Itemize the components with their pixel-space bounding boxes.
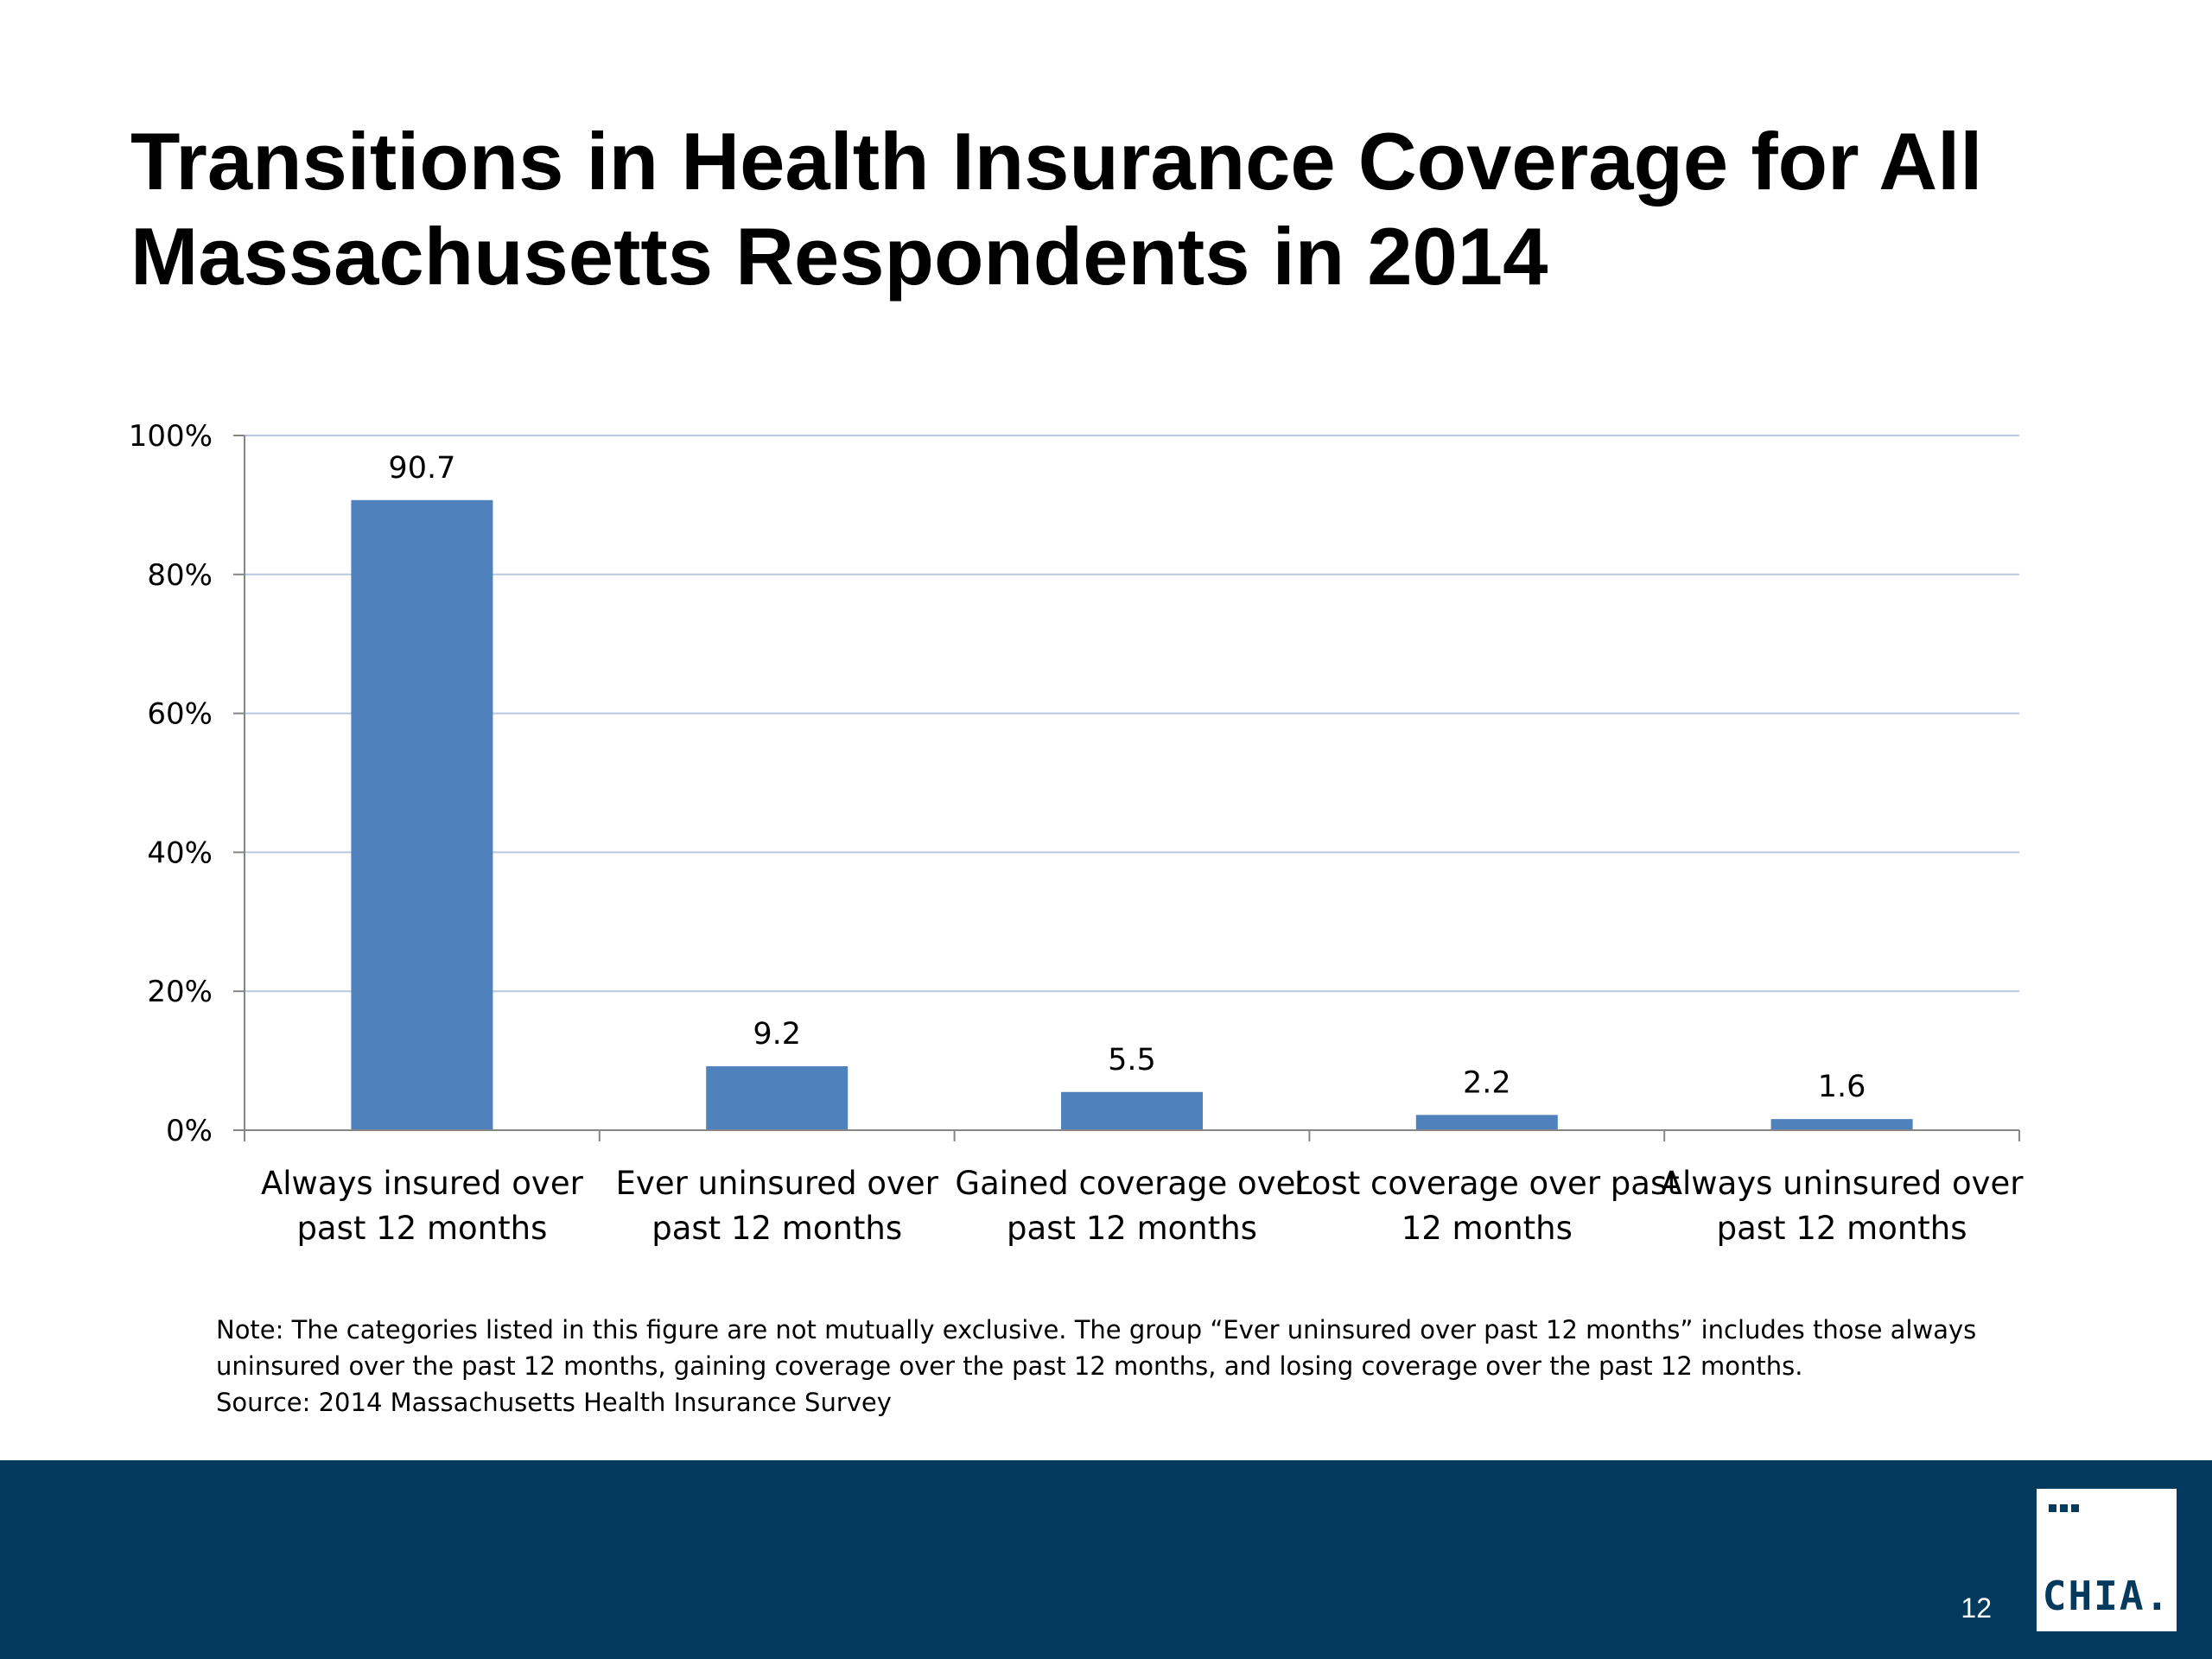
chia-logo: CHIA. — [2037, 1489, 2177, 1631]
data-label: 5.5 — [1108, 1043, 1156, 1077]
logo-dots-icon — [2049, 1501, 2083, 1512]
logo-text: CHIA. — [2042, 1573, 2171, 1619]
bars — [351, 499, 1913, 1130]
page-number: 12 — [1961, 1592, 1992, 1624]
bar — [1415, 1115, 1558, 1130]
source-line: Source: 2014 Massachusetts Health Insura… — [216, 1388, 892, 1417]
x-category-label: past 12 months — [1717, 1210, 1967, 1247]
slide-title-line-1: Transitions in Health Insurance Coverage… — [130, 116, 1983, 207]
data-label: 9.2 — [753, 1017, 801, 1052]
x-category-label: Ever uninsured over — [616, 1165, 939, 1202]
data-label: 1.6 — [1818, 1070, 1866, 1104]
slide-title-line-2: Massachusetts Respondents in 2014 — [130, 211, 1548, 302]
chart-labels: 0% 20% 40% 60% 80% 100% 90.7 Always insured ove… — [129, 419, 2024, 1247]
x-category-label: past 12 months — [296, 1210, 547, 1247]
x-category-label: Always uninsured over — [1661, 1165, 2024, 1202]
note-line-2: uninsured over the past 12 months, gaini… — [216, 1351, 1803, 1381]
y-tick-label: 0% — [166, 1114, 213, 1148]
x-category-label: past 12 months — [1007, 1210, 1257, 1247]
bar — [1061, 1091, 1203, 1130]
bar — [1770, 1119, 1913, 1130]
y-tick-label: 20% — [147, 975, 213, 1009]
x-category-label: Lost coverage over past — [1294, 1165, 1680, 1202]
y-tick-label: 60% — [147, 697, 213, 732]
x-category-label: past 12 months — [652, 1210, 902, 1247]
bar-chart: 0% 20% 40% 60% 80% 100% 90.7 Always insured ove… — [129, 419, 2024, 1247]
data-label: 2.2 — [1463, 1065, 1511, 1100]
note-line-1: Note: The categories listed in this figu… — [216, 1315, 1977, 1344]
data-label: 90.7 — [388, 451, 455, 486]
x-category-label: Always insured over — [261, 1165, 584, 1202]
gridlines — [245, 435, 2019, 993]
x-category-label: 12 months — [1402, 1210, 1573, 1247]
y-tick-label: 80% — [147, 558, 213, 593]
bar — [351, 499, 493, 1130]
axes — [233, 435, 2020, 1141]
bar — [706, 1066, 849, 1130]
y-tick-label: 100% — [129, 419, 213, 454]
x-category-label: Gained coverage over — [955, 1165, 1309, 1202]
y-tick-label: 40% — [147, 836, 213, 870]
footer-band — [0, 1460, 2212, 1659]
